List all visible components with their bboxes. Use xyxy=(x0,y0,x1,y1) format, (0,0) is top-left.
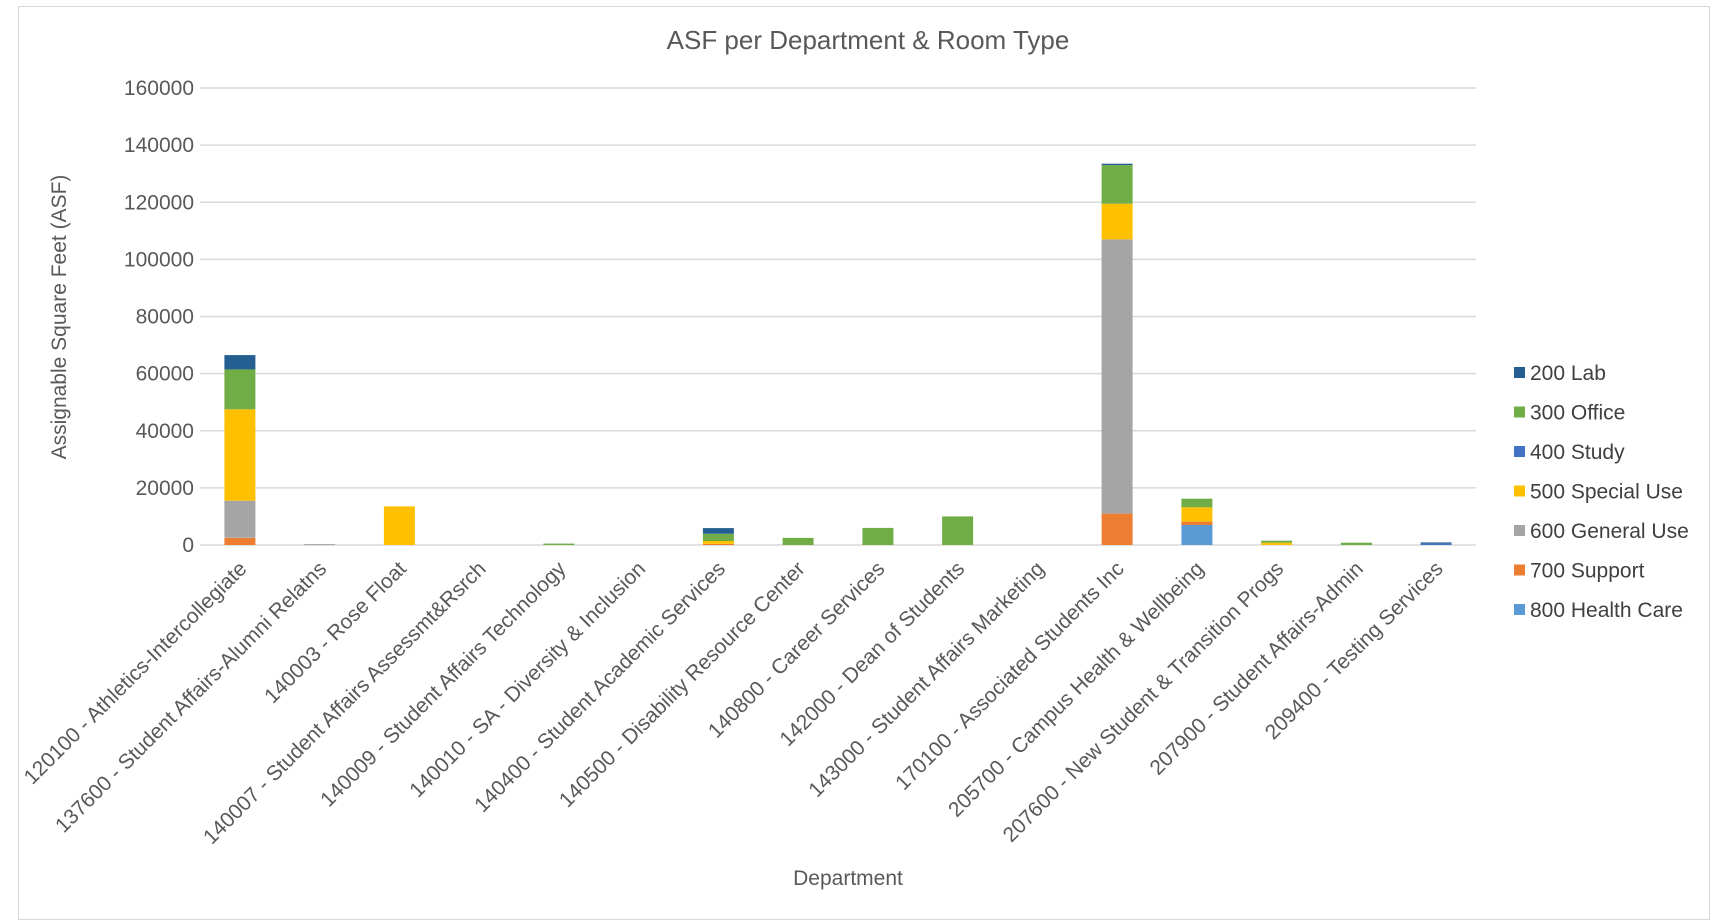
legend-label: 300 Office xyxy=(1530,402,1625,425)
legend-label: 800 Health Care xyxy=(1530,599,1683,622)
bar-segment xyxy=(224,355,256,370)
y-tick-label: 40000 xyxy=(136,420,194,443)
legend-label: 200 Lab xyxy=(1530,362,1606,385)
legend-label: 500 Special Use xyxy=(1530,481,1683,504)
x-tick-label: 140003 - Rose Float xyxy=(260,557,411,708)
bar-segment xyxy=(1101,239,1133,514)
x-axis-title: Department xyxy=(793,867,903,890)
bar-segment xyxy=(1181,521,1213,525)
bar-segment xyxy=(224,369,256,410)
y-tick-label: 20000 xyxy=(136,477,194,500)
chart-frame xyxy=(18,6,1710,920)
bar-segment xyxy=(702,528,734,534)
y-tick-label: 60000 xyxy=(136,363,194,386)
x-tick-label: 207600 - New Student & Transition Progs xyxy=(999,557,1288,846)
y-axis-title: Assignable Square Feet (ASF) xyxy=(48,175,71,460)
bar-segment xyxy=(1261,540,1293,543)
y-tick-label: 80000 xyxy=(136,306,194,329)
x-tick-label: 140007 - Student Affairs Assessmt&Rsrch xyxy=(199,557,491,849)
bar-segment xyxy=(1101,165,1133,204)
y-tick-label: 140000 xyxy=(124,134,194,157)
y-tick-label: 100000 xyxy=(124,248,194,271)
gridlines xyxy=(200,87,1476,546)
bar-segment xyxy=(702,541,734,544)
y-tick-label: 0 xyxy=(182,534,194,557)
legend-swatch xyxy=(1514,604,1525,615)
legend-swatch xyxy=(1514,485,1525,497)
legend-label: 600 General Use xyxy=(1530,520,1689,543)
bar-segment xyxy=(1181,525,1213,545)
bar-segment xyxy=(1101,163,1133,166)
legend-swatch xyxy=(1514,564,1525,576)
legend-label: 700 Support xyxy=(1530,560,1645,583)
bar-segment xyxy=(1420,542,1452,544)
legend-label: 400 Study xyxy=(1530,441,1625,464)
bar-segment xyxy=(224,409,256,501)
bar-segment xyxy=(1101,513,1133,545)
bar-segment xyxy=(942,516,974,545)
bar-segment xyxy=(383,506,415,545)
y-tick-label: 160000 xyxy=(124,77,194,100)
bar-segment xyxy=(862,527,894,545)
bar-segment xyxy=(1261,542,1293,545)
bar-segment xyxy=(304,544,336,546)
bar-segment xyxy=(224,500,256,538)
bar-segment xyxy=(224,537,256,545)
legend: 200 Lab 300 Office 400 Study 500 Special Us… xyxy=(1514,362,1689,622)
bar-segment xyxy=(1181,498,1213,508)
legend-swatch xyxy=(1514,367,1525,378)
bar-segment xyxy=(702,533,734,541)
bar-segment xyxy=(782,537,814,545)
x-axis-ticks: 120100 - Athletics-Intercollegiate137600… xyxy=(20,557,1448,849)
bar-segment xyxy=(702,543,734,545)
bars xyxy=(224,163,1452,546)
bar-segment xyxy=(1340,542,1372,545)
y-tick-label: 120000 xyxy=(124,191,194,214)
bar-segment xyxy=(1101,203,1133,240)
chart-title: ASF per Department & Room Type xyxy=(667,25,1070,55)
legend-swatch xyxy=(1514,406,1525,418)
legend-swatch xyxy=(1514,525,1525,536)
x-tick-label: 137600 - Student Affairs-Alumni Relatns xyxy=(51,557,331,837)
bar-segment xyxy=(1181,507,1213,522)
bar-segment xyxy=(1420,543,1452,545)
y-axis-ticks: 0 20000 40000 60000 80000 100000 120000 140000 1… xyxy=(124,77,194,557)
legend-swatch xyxy=(1514,446,1525,457)
bar-segment xyxy=(543,543,575,545)
